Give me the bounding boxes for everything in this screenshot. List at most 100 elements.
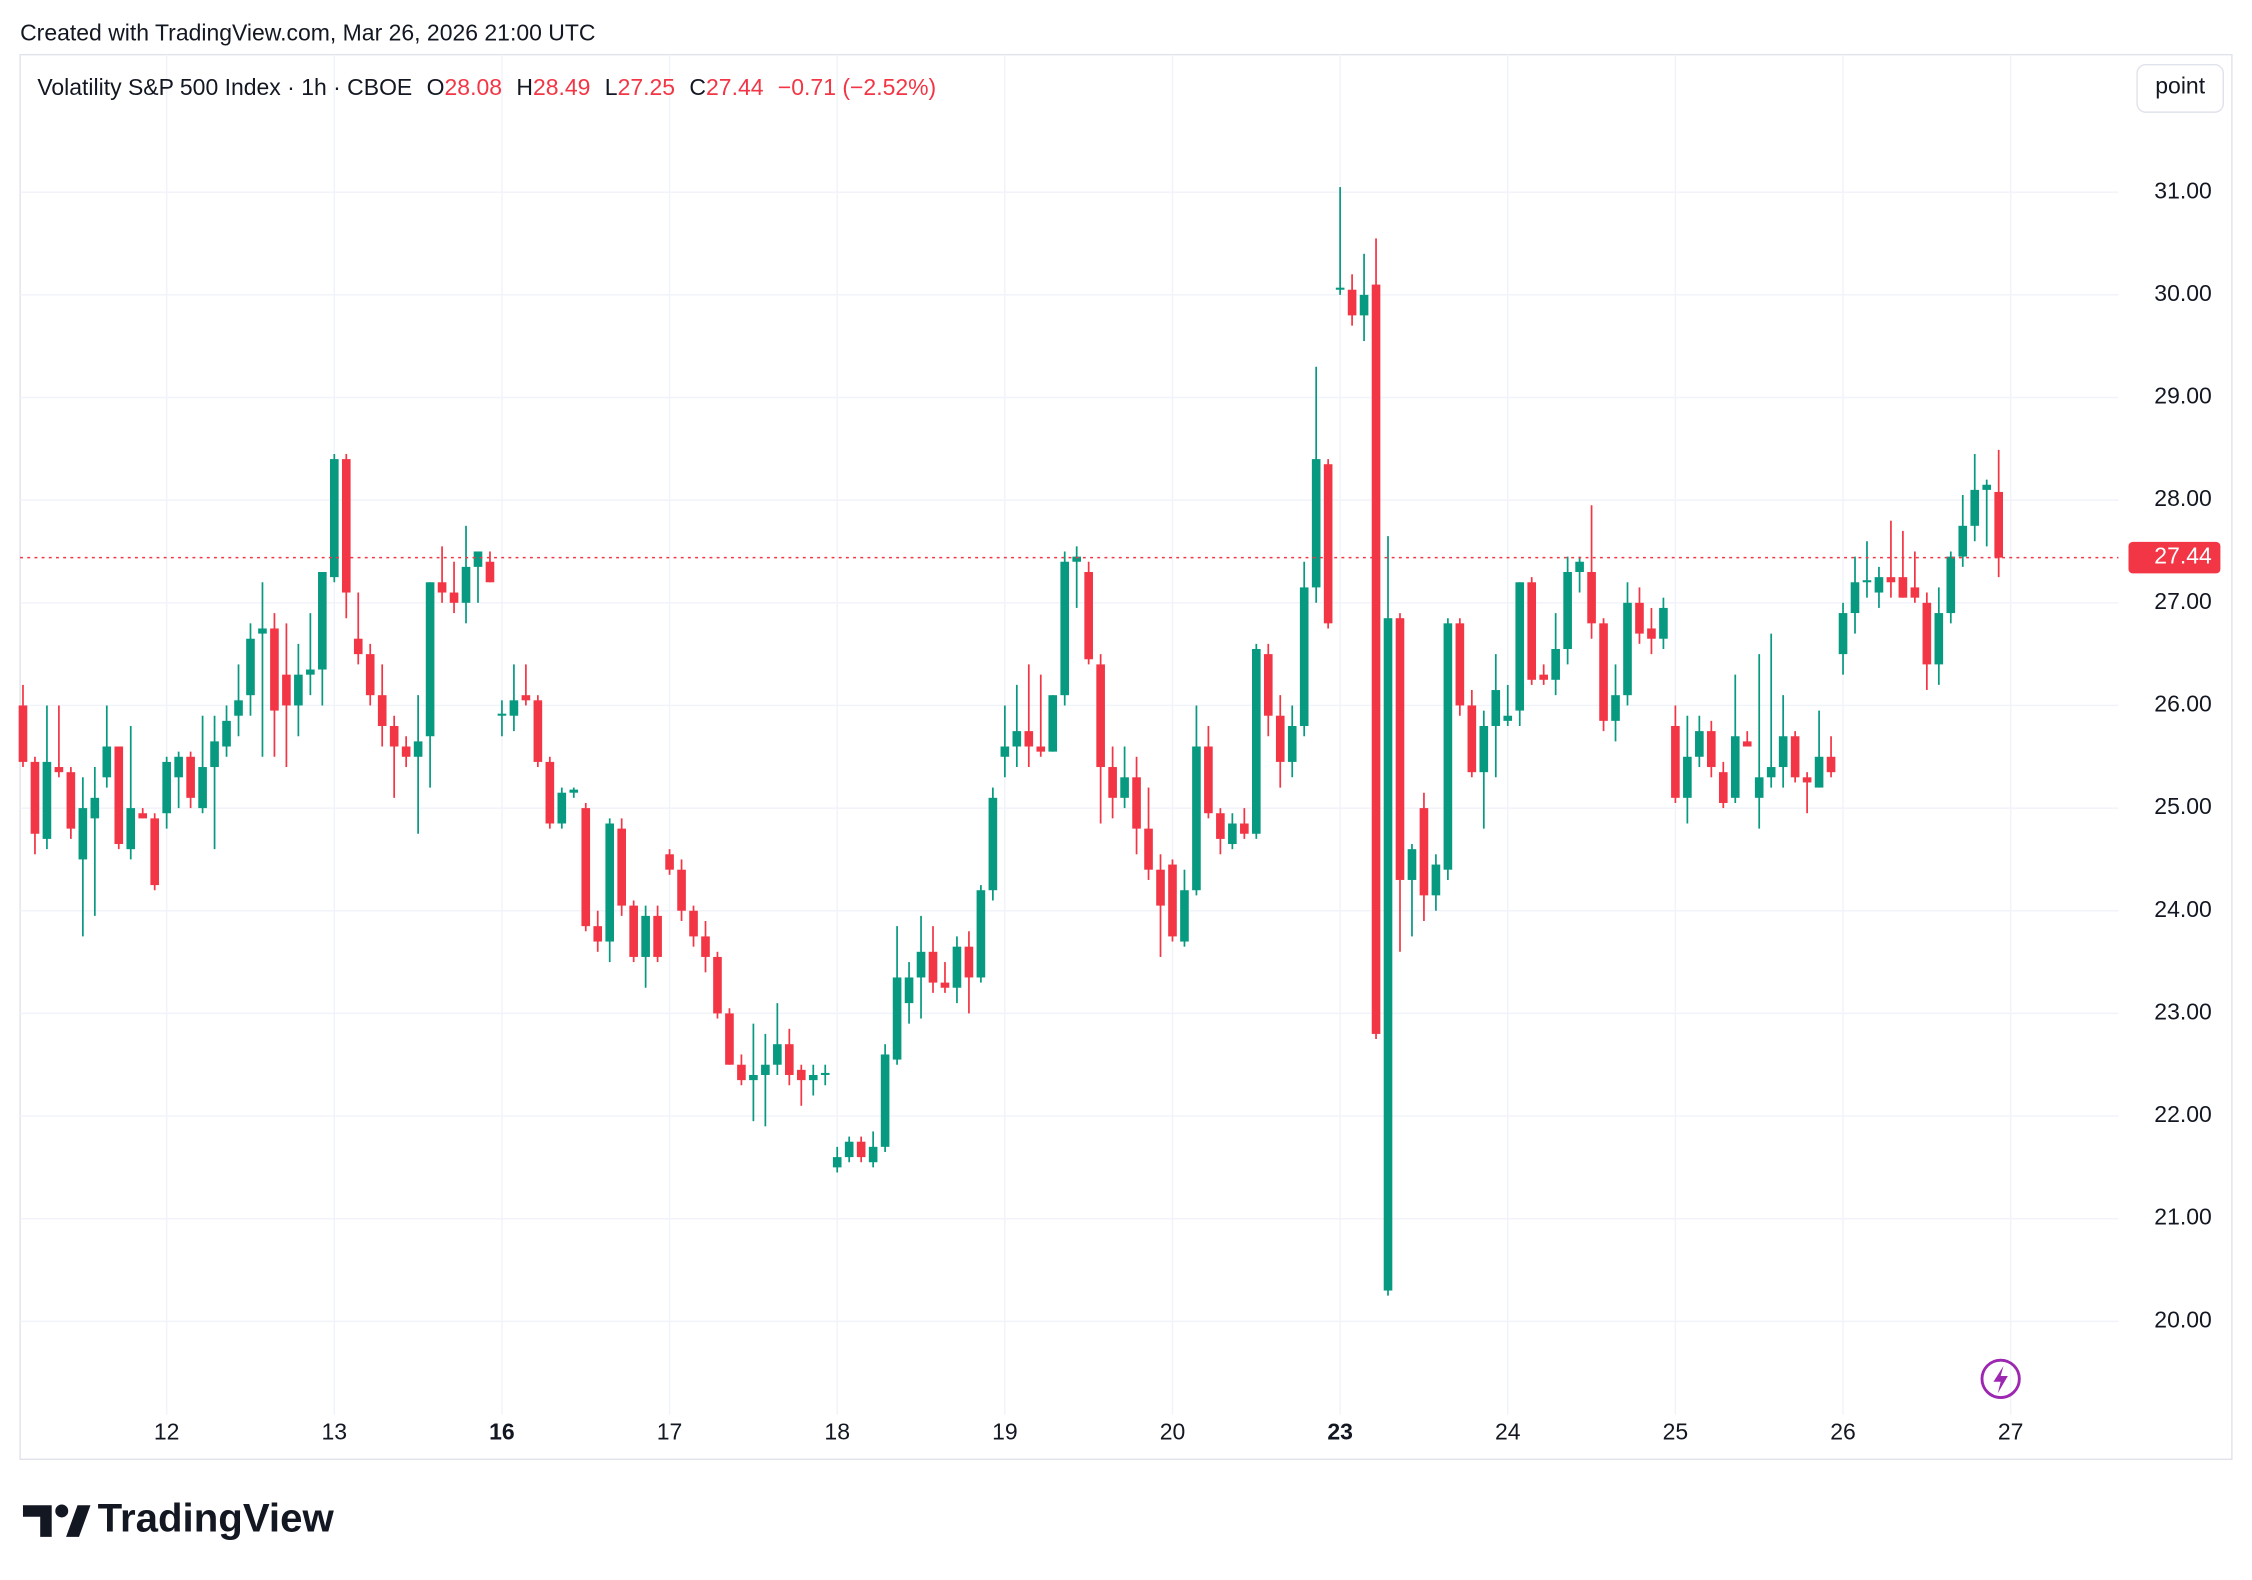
candle-body [1395,618,1405,880]
candle-body [1611,695,1620,721]
candle-body [880,1054,890,1147]
candle-body [593,926,603,942]
candle-body [952,946,962,988]
legend-value: 28.49 [533,74,590,100]
candle-body [1096,664,1105,768]
candle-body [832,1157,842,1168]
candle-body [1754,777,1764,798]
attribution: Created with TradingView.com, Mar 26, 20… [20,20,595,46]
candle-body [90,797,100,819]
candle-body [66,772,76,829]
candle-body [1407,849,1417,880]
candle-body [928,951,938,983]
candle-body [1718,772,1728,803]
candle-body [1874,577,1884,593]
candle-body [1168,864,1177,937]
y-tick-label: 24.00 [2154,896,2211,922]
candle-body [1000,746,1010,757]
candle-body [820,1072,830,1075]
candle-body [234,700,243,716]
y-tick-label: 29.00 [2154,383,2211,409]
candle-body [581,808,591,927]
scale-button[interactable] [2136,63,2224,113]
candle-body [1120,777,1129,798]
y-tick-label: 25.00 [2154,793,2211,819]
candle-body [964,946,974,978]
candle-body [617,828,626,906]
candle-body [1886,577,1896,583]
candle-body [473,551,483,567]
legend-value: 27.25 [618,74,675,100]
candle-body [401,746,411,757]
candle-body [1228,823,1237,845]
x-tick-label: 17 [657,1418,683,1444]
lightning-icon[interactable] [1980,1358,2021,1399]
candle-body [1635,602,1644,634]
candle-body [689,910,698,937]
lightning-bolt [1993,1365,2008,1394]
candle-body [1982,484,1992,490]
candle-body [1311,459,1321,588]
candle-body [102,746,112,778]
legend-key: H [516,74,533,100]
candle-body [1958,525,1968,557]
candle-body [677,869,686,911]
candle-body [1778,736,1788,768]
candle-body [641,915,650,957]
candle-body [1491,690,1501,726]
x-tick-label: 12 [154,1418,180,1444]
candle-body [856,1141,866,1158]
legend-value: 28.08 [445,74,502,100]
candle-body [1251,648,1261,834]
candle-body [1443,623,1453,870]
legend-title: Volatility S&P 500 Index · 1h · CBOE [37,74,412,100]
candle-body [665,854,674,870]
candle-body [1898,577,1908,598]
candle-body [509,700,519,716]
candle-body [629,905,638,957]
candle-body [761,1064,770,1075]
candle-body [282,674,291,706]
candle-body [1084,572,1093,660]
candle-body [1108,767,1117,798]
candle-body [545,761,555,824]
candle-body [1671,725,1680,798]
scale-button-label[interactable]: point [2155,73,2205,99]
candle-body [1024,731,1034,747]
candle-body [1467,705,1477,773]
legend: Volatility S&P 500 Index · 1h · CBOE O28.… [37,74,936,100]
candle-body [329,459,339,578]
candle-body [1527,582,1537,680]
candle-body [1695,731,1704,757]
candle-body [1036,746,1046,752]
x-tick-label: 27 [1998,1418,2024,1444]
candle-body [341,459,351,593]
candle-body [1323,464,1333,624]
candle-body [1192,746,1201,891]
x-tick-label: 25 [1663,1418,1689,1444]
candle-body [1263,654,1273,716]
y-tick-label: 20.00 [2154,1306,2211,1332]
legend-value: 27.44 [706,74,764,100]
legend-key: C [689,74,706,100]
candle-body [425,582,435,737]
candle-body [1766,767,1776,778]
candle-body [713,956,722,1014]
candle-body [737,1064,746,1081]
candle-body [1814,756,1824,788]
candle-body [1287,725,1297,762]
candle-body [725,1013,734,1065]
grid [20,54,2119,1415]
candle-body [18,705,28,762]
candle-body [1922,602,1932,665]
y-tick-label: 31.00 [2154,177,2211,203]
candle-body [78,808,88,860]
candle-body [1730,736,1740,798]
candle-body [1216,813,1225,839]
candle-body [1802,777,1812,783]
candle-body [773,1044,782,1065]
candle-body [1431,864,1441,896]
candle-body [1838,613,1848,655]
